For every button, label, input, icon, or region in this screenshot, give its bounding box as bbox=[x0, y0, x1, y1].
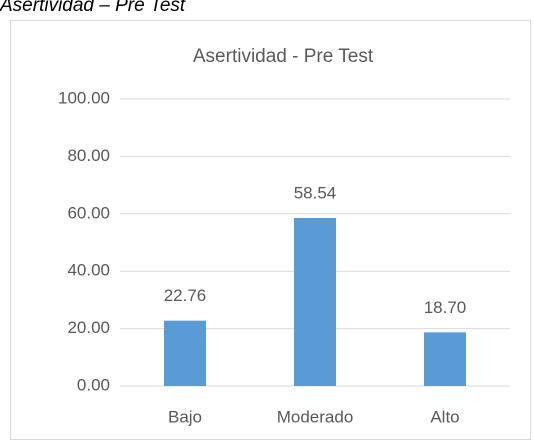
y-tick-label: 40.00 bbox=[67, 261, 110, 280]
bar bbox=[164, 320, 206, 386]
chart-border bbox=[10, 20, 531, 440]
y-tick-label: 80.00 bbox=[67, 146, 110, 165]
chart-title: Asertividad - Pre Test bbox=[193, 46, 374, 67]
y-tick-label: 60.00 bbox=[67, 203, 110, 222]
y-tick-label: 100.00 bbox=[58, 88, 110, 107]
x-tick-label: Bajo bbox=[168, 407, 202, 426]
y-tick-label: 0.00 bbox=[77, 375, 110, 394]
data-label: 18.70 bbox=[424, 298, 467, 317]
caption: Asertividad – Pre Test bbox=[0, 0, 186, 16]
data-label: 22.76 bbox=[164, 286, 207, 305]
data-label: 58.54 bbox=[294, 183, 337, 202]
x-tick-label: Moderado bbox=[277, 407, 354, 426]
bar bbox=[294, 217, 336, 386]
y-tick-label: 20.00 bbox=[67, 318, 110, 337]
x-tick-label: Alto bbox=[430, 407, 459, 426]
bar bbox=[424, 332, 466, 386]
